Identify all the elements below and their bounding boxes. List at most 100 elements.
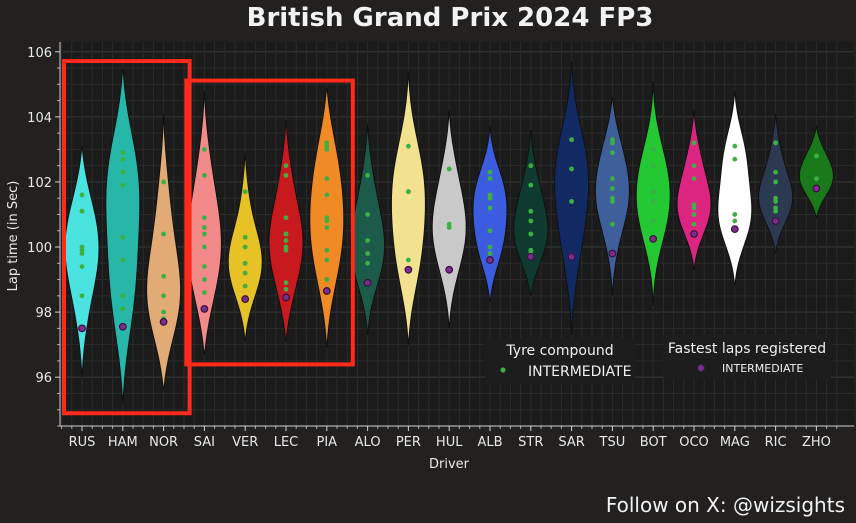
lap-point — [365, 238, 370, 243]
fastest-lap-point — [608, 249, 617, 258]
y-tick-label: 102 — [27, 176, 52, 191]
lap-point — [79, 208, 85, 214]
lap-point — [283, 286, 289, 292]
lap-point — [242, 244, 248, 250]
violin-body-per — [390, 71, 426, 345]
lap-point — [161, 309, 167, 315]
lap-point — [650, 189, 656, 195]
lap-point — [569, 166, 574, 172]
violin-pia — [309, 87, 345, 348]
lap-point — [283, 215, 289, 221]
violin-body-sar — [554, 61, 590, 335]
violin-ver — [227, 152, 263, 342]
legend-fastest-laps: Fastest laps registered INTERMEDIATE — [663, 334, 831, 379]
lap-point — [161, 273, 167, 279]
lap-point — [610, 150, 615, 156]
y-tick-label: 98 — [35, 306, 52, 321]
violin-bot — [635, 81, 671, 306]
lap-point — [79, 264, 85, 269]
violin-hul — [431, 110, 467, 329]
lap-point — [120, 293, 126, 299]
fastest-lap-point — [78, 324, 86, 333]
fastest-lap-point — [526, 252, 535, 261]
lap-point — [324, 277, 330, 282]
lap-point — [120, 234, 126, 240]
lap-point — [406, 143, 411, 149]
violin-sar — [554, 61, 590, 335]
violin-per — [390, 71, 426, 345]
fastest-lap-point — [486, 256, 494, 264]
lap-point — [446, 225, 452, 230]
highlight-box-1 — [62, 59, 192, 416]
x-tick-label: BOT — [640, 435, 667, 450]
lap-point — [202, 231, 207, 237]
lap-point — [528, 218, 534, 224]
violin-nor — [146, 113, 182, 391]
violin-str — [513, 129, 549, 296]
highlight-boxes — [62, 59, 355, 416]
y-tick-label: 96 — [35, 371, 52, 386]
lap-point — [487, 251, 493, 256]
lap-point — [242, 270, 248, 276]
x-tick-label: NOR — [149, 435, 178, 450]
x-tick-label: HAM — [108, 435, 138, 450]
lap-point — [610, 176, 615, 182]
violin-zho — [798, 124, 834, 220]
legend-tyre-marker — [500, 367, 506, 373]
lap-point — [120, 156, 126, 162]
legend-fastest-box — [663, 334, 831, 379]
violin-body-oco — [676, 110, 712, 270]
fastest-lap-point — [404, 265, 413, 274]
x-tick-label: ZHO — [802, 435, 831, 450]
lap-point — [365, 212, 370, 217]
x-tick-label: OCO — [679, 435, 709, 450]
x-tick-label: LEC — [274, 435, 299, 450]
lap-point — [773, 208, 778, 214]
lap-point — [691, 176, 697, 182]
fastest-lap-point — [282, 293, 290, 302]
lap-point — [569, 199, 574, 204]
lap-point — [691, 140, 697, 146]
lap-point — [732, 143, 738, 149]
lap-point — [120, 169, 126, 175]
y-tick-label: 100 — [27, 241, 52, 256]
lap-point — [487, 195, 493, 201]
lap-point — [242, 260, 248, 266]
lap-point — [283, 280, 289, 286]
legend-tyre-compound: Tyre compound INTERMEDIATE — [485, 338, 635, 384]
fastest-lap-point — [159, 317, 168, 326]
lap-point — [732, 218, 738, 224]
fastest-lap-point — [771, 217, 780, 225]
lap-point — [610, 186, 615, 191]
highlight-box-2 — [184, 78, 355, 367]
lap-point — [365, 260, 370, 266]
lap-point — [161, 179, 167, 185]
lap-point — [528, 208, 534, 214]
lap-point — [487, 176, 493, 182]
lap-point — [79, 192, 85, 198]
lap-point — [528, 231, 534, 237]
lap-point — [732, 156, 738, 162]
x-tick-label: PER — [396, 435, 421, 450]
footer-credit: Follow on X: @wizsights — [606, 493, 845, 517]
lap-point — [324, 247, 330, 253]
x-tick-label: PIA — [317, 435, 338, 450]
lap-point — [283, 231, 289, 237]
lap-point — [283, 163, 289, 169]
fastest-lap-point — [690, 230, 698, 238]
violin-lec — [268, 120, 304, 342]
x-tick-label: VER — [232, 435, 258, 450]
lap-point — [79, 251, 85, 256]
lap-point — [202, 173, 207, 178]
violin-mag — [717, 90, 753, 287]
lap-point — [650, 146, 656, 152]
x-axis-label: Driver — [429, 457, 470, 472]
chart-title: British Grand Prix 2024 FP3 — [247, 3, 654, 33]
violin-tsu — [594, 97, 630, 296]
y-tick-label: 106 — [27, 46, 52, 61]
lap-point — [242, 189, 248, 195]
fastest-lap-point — [567, 252, 576, 261]
lap-point — [120, 182, 126, 188]
lap-point — [202, 244, 207, 250]
